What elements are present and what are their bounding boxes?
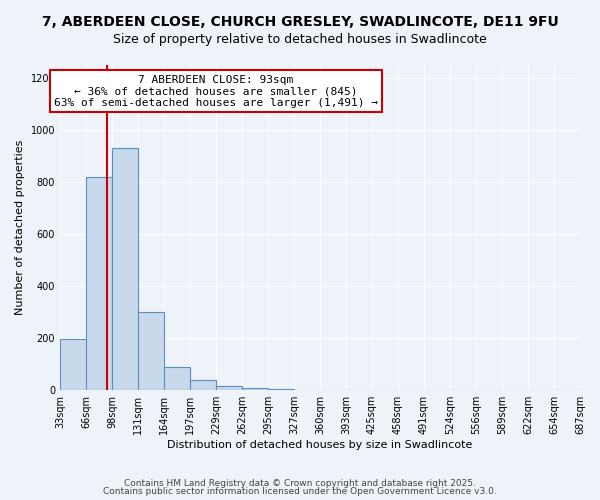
Y-axis label: Number of detached properties: Number of detached properties [15, 140, 25, 316]
Bar [190, 380, 216, 390]
Bar [242, 388, 268, 390]
X-axis label: Distribution of detached houses by size in Swadlincote: Distribution of detached houses by size … [167, 440, 473, 450]
Bar [112, 148, 138, 390]
Bar [216, 386, 242, 390]
Bar [86, 177, 112, 390]
Text: Size of property relative to detached houses in Swadlincote: Size of property relative to detached ho… [113, 32, 487, 46]
Text: Contains HM Land Registry data © Crown copyright and database right 2025.: Contains HM Land Registry data © Crown c… [124, 478, 476, 488]
Bar [60, 340, 86, 390]
Text: 7 ABERDEEN CLOSE: 93sqm
← 36% of detached houses are smaller (845)
63% of semi-d: 7 ABERDEEN CLOSE: 93sqm ← 36% of detache… [54, 75, 378, 108]
Bar [138, 312, 164, 390]
Bar [268, 389, 294, 390]
Text: Contains public sector information licensed under the Open Government Licence v3: Contains public sector information licen… [103, 487, 497, 496]
Bar [164, 367, 190, 390]
Text: 7, ABERDEEN CLOSE, CHURCH GRESLEY, SWADLINCOTE, DE11 9FU: 7, ABERDEEN CLOSE, CHURCH GRESLEY, SWADL… [41, 15, 559, 29]
